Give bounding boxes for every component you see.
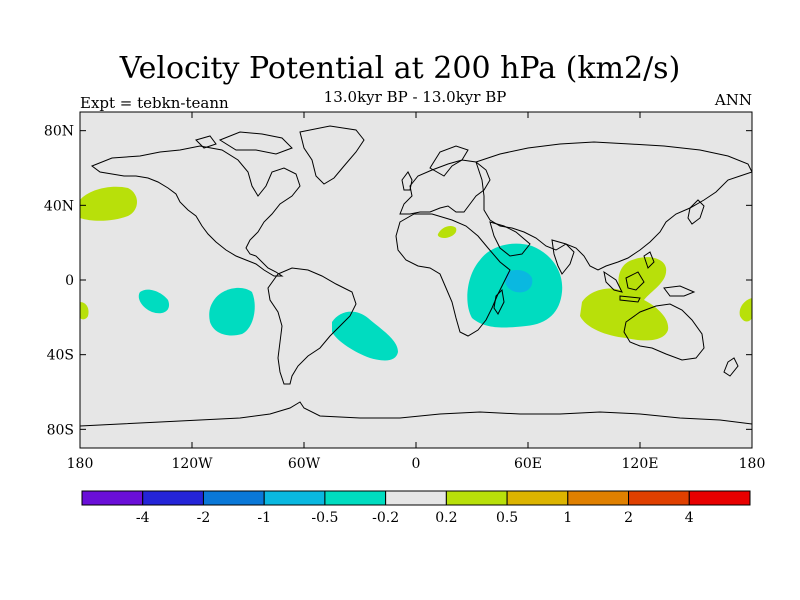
colorbar-swatch xyxy=(506,490,569,506)
coast-arabia xyxy=(489,221,531,257)
coastlines xyxy=(80,125,752,427)
colorbar-swatch xyxy=(263,490,326,506)
maritime-continent-positive xyxy=(580,257,669,341)
x-tick-label: 120E xyxy=(622,456,659,472)
coast-borneo xyxy=(625,271,645,291)
x-tick-label: 0 xyxy=(412,456,421,472)
coast-australia xyxy=(623,303,705,361)
coast-java xyxy=(619,295,641,303)
coast-new-zealand xyxy=(723,357,739,377)
coast-philippines xyxy=(643,251,655,269)
coast-india xyxy=(551,239,575,275)
colorbar-swatch xyxy=(445,490,508,506)
colorbar-label: 2 xyxy=(624,510,633,526)
colorbar-label: 1 xyxy=(563,510,572,526)
coast-europe xyxy=(399,159,491,215)
coast-japan xyxy=(687,199,705,225)
coast-greenland xyxy=(299,125,365,185)
x-tick-label: 60E xyxy=(514,456,542,472)
colorbar-label: 0.5 xyxy=(496,510,518,526)
shaded-regions xyxy=(80,186,752,361)
experiment-label: Expt = tebkn-teann xyxy=(80,94,229,112)
x-tick-label: 180 xyxy=(739,456,766,472)
colorbar-label: -0.2 xyxy=(372,510,399,526)
colorbar-swatch xyxy=(628,490,690,506)
y-tick-label: 40S xyxy=(47,348,74,364)
y-tick-label: 40N xyxy=(44,198,74,214)
y-tick-label: 80S xyxy=(47,422,74,438)
dateline-east-positive xyxy=(739,298,752,322)
chart-title: Velocity Potential at 200 hPa (km2/s) xyxy=(119,51,681,86)
coast-british-isles xyxy=(401,171,413,191)
colorbar-swatch xyxy=(142,490,204,506)
x-tick-label: 60W xyxy=(288,456,321,472)
coast-new-guinea xyxy=(663,285,696,297)
colorbar-label: -4 xyxy=(136,510,150,526)
season-label: ANN xyxy=(714,91,752,109)
y-tick-label: 80N xyxy=(44,124,74,140)
dateline-west-positive xyxy=(80,302,89,320)
coast-sumatra xyxy=(603,270,623,293)
y-tick-label: 0 xyxy=(65,273,74,289)
east-africa-core-negative xyxy=(505,270,533,293)
colorbar: -4 -2 -1 -0.5 -0.2 0.2 0.5 1 2 4 xyxy=(81,490,751,526)
coast-madagascar xyxy=(493,288,505,315)
coast-africa xyxy=(395,213,511,337)
x-tick-label: 120W xyxy=(171,456,213,472)
coast-south-america xyxy=(267,267,357,385)
colorbar-swatch xyxy=(385,490,447,506)
colorbar-label: 0.2 xyxy=(435,510,457,526)
coast-north-america xyxy=(90,145,301,277)
colorbar-label: -1 xyxy=(257,510,271,526)
coast-antarctica xyxy=(80,401,752,427)
east-pacific-negative xyxy=(209,287,255,336)
chart-subtitle: 13.0kyr BP - 13.0kyr BP xyxy=(323,88,507,106)
colorbar-swatch xyxy=(688,490,751,506)
coast-scandinavia xyxy=(429,145,469,177)
colorbar-label: 4 xyxy=(685,510,694,526)
colorbar-swatch xyxy=(324,490,387,506)
colorbar-label: -0.5 xyxy=(311,510,338,526)
coast-arctic-islands xyxy=(195,131,293,155)
north-pacific-positive xyxy=(80,186,137,221)
x-tick-label: 180 xyxy=(67,456,94,472)
colorbar-swatch xyxy=(202,490,265,506)
mediterranean-positive xyxy=(437,226,457,238)
colorbar-swatch xyxy=(567,490,630,506)
axis-ticks: 180 120W 60W 0 60E 120E 180 80N 40N 0 40S 80S xyxy=(44,112,765,472)
south-atlantic-negative xyxy=(332,311,398,361)
coast-asia xyxy=(475,141,752,271)
colorbar-swatch xyxy=(81,490,144,506)
colorbar-label: -2 xyxy=(197,510,211,526)
tropical-pacific-negative xyxy=(138,289,170,314)
